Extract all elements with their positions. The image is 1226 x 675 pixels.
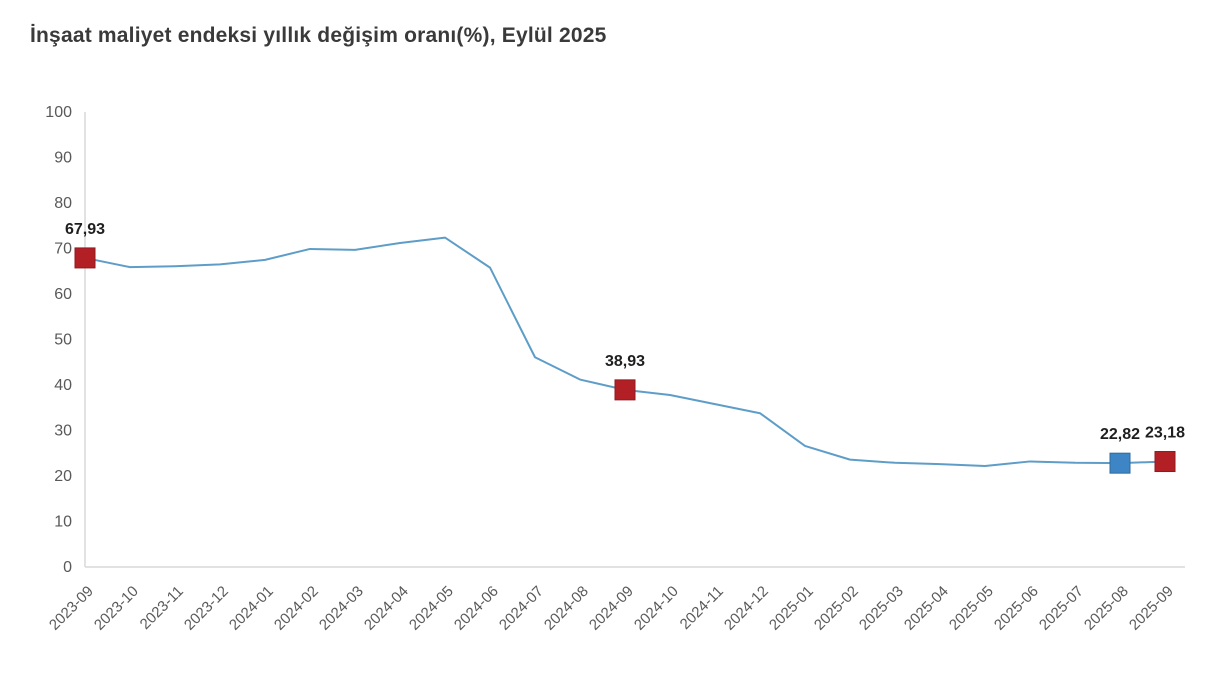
x-tick-label: 2025-02 — [811, 583, 862, 634]
y-tick-label: 30 — [54, 423, 72, 440]
y-tick-label: 10 — [54, 514, 72, 531]
marker-2024-09 — [614, 379, 636, 401]
y-tick-label: 80 — [54, 195, 72, 212]
x-tick-label: 2023-11 — [137, 583, 187, 633]
x-tick-label: 2023-10 — [91, 583, 142, 634]
x-tick-label: 2024-08 — [541, 583, 592, 634]
x-tick-label: 2024-09 — [586, 583, 637, 634]
x-tick-label: 2024-11 — [677, 583, 727, 633]
x-tick-label: 2025-06 — [991, 583, 1042, 634]
x-tick-label: 2023-12 — [181, 583, 232, 634]
y-tick-label: 90 — [54, 150, 72, 167]
x-tick-label: 2025-04 — [901, 583, 952, 634]
y-tick-label: 40 — [54, 377, 72, 394]
x-tick-label: 2025-01 — [766, 583, 817, 634]
x-tick-label: 2024-05 — [406, 583, 457, 634]
x-tick-label: 2025-03 — [856, 583, 907, 634]
y-tick-label: 60 — [54, 286, 72, 303]
x-tick-label: 2025-07 — [1036, 583, 1087, 634]
x-tick-label: 2024-06 — [451, 583, 502, 634]
data-label-2024-09: 38,93 — [605, 353, 645, 370]
y-tick-label: 70 — [54, 241, 72, 258]
marker-2025-09 — [1154, 451, 1176, 473]
x-tick-label: 2025-09 — [1126, 583, 1177, 634]
marker-2023-09 — [74, 247, 96, 269]
x-tick-label: 2025-08 — [1081, 583, 1132, 634]
data-label-2023-09: 67,93 — [65, 221, 105, 238]
x-tick-label: 2025-05 — [946, 583, 997, 634]
x-tick-label: 2024-02 — [271, 583, 322, 634]
y-tick-label: 50 — [54, 332, 72, 349]
data-label-2025-09: 23,18 — [1145, 425, 1185, 442]
x-tick-label: 2024-07 — [496, 583, 547, 634]
marker-2025-08 — [1109, 452, 1131, 474]
series-line — [84, 236, 1166, 467]
x-tick-label: 2024-10 — [631, 583, 682, 634]
y-tick-label: 20 — [54, 468, 72, 485]
x-tick-label: 2024-01 — [226, 583, 277, 634]
x-tick-label: 2023-09 — [46, 583, 97, 634]
y-tick-label: 0 — [63, 559, 72, 576]
data-label-2025-08: 22,82 — [1100, 426, 1140, 443]
x-tick-label: 2024-04 — [361, 583, 412, 634]
y-tick-label: 100 — [45, 104, 72, 121]
x-tick-label: 2024-03 — [316, 583, 367, 634]
x-tick-label: 2024-12 — [721, 583, 772, 634]
chart-title: İnşaat maliyet endeksi yıllık değişim or… — [30, 24, 607, 47]
